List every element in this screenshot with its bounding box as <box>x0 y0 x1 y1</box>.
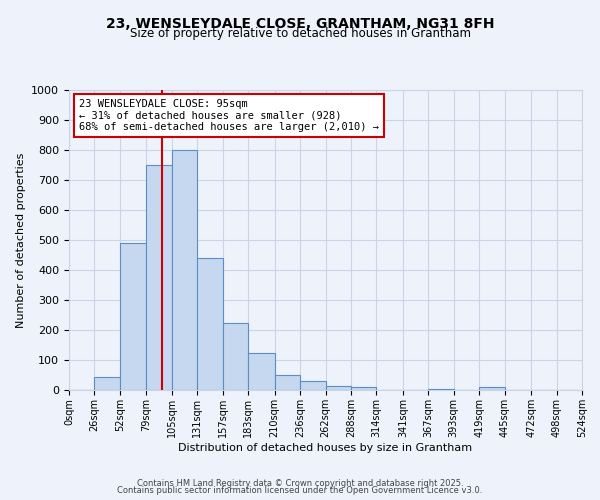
Bar <box>197 258 223 390</box>
Bar <box>428 388 454 390</box>
Text: 23 WENSLEYDALE CLOSE: 95sqm
← 31% of detached houses are smaller (928)
68% of se: 23 WENSLEYDALE CLOSE: 95sqm ← 31% of det… <box>79 99 379 132</box>
Bar <box>94 376 120 390</box>
Text: Contains HM Land Registry data © Crown copyright and database right 2025.: Contains HM Land Registry data © Crown c… <box>137 478 463 488</box>
Bar <box>325 386 351 390</box>
Text: 23, WENSLEYDALE CLOSE, GRANTHAM, NG31 8FH: 23, WENSLEYDALE CLOSE, GRANTHAM, NG31 8F… <box>106 18 494 32</box>
Bar <box>146 165 172 390</box>
Bar <box>223 322 248 390</box>
Bar <box>300 381 325 390</box>
Bar <box>120 243 146 390</box>
Text: Contains public sector information licensed under the Open Government Licence v3: Contains public sector information licen… <box>118 486 482 495</box>
Bar <box>172 150 197 390</box>
Bar <box>351 387 376 390</box>
Bar <box>248 352 275 390</box>
Text: Size of property relative to detached houses in Grantham: Size of property relative to detached ho… <box>130 28 470 40</box>
Bar <box>275 375 300 390</box>
X-axis label: Distribution of detached houses by size in Grantham: Distribution of detached houses by size … <box>178 442 473 452</box>
Bar <box>479 387 505 390</box>
Y-axis label: Number of detached properties: Number of detached properties <box>16 152 26 328</box>
